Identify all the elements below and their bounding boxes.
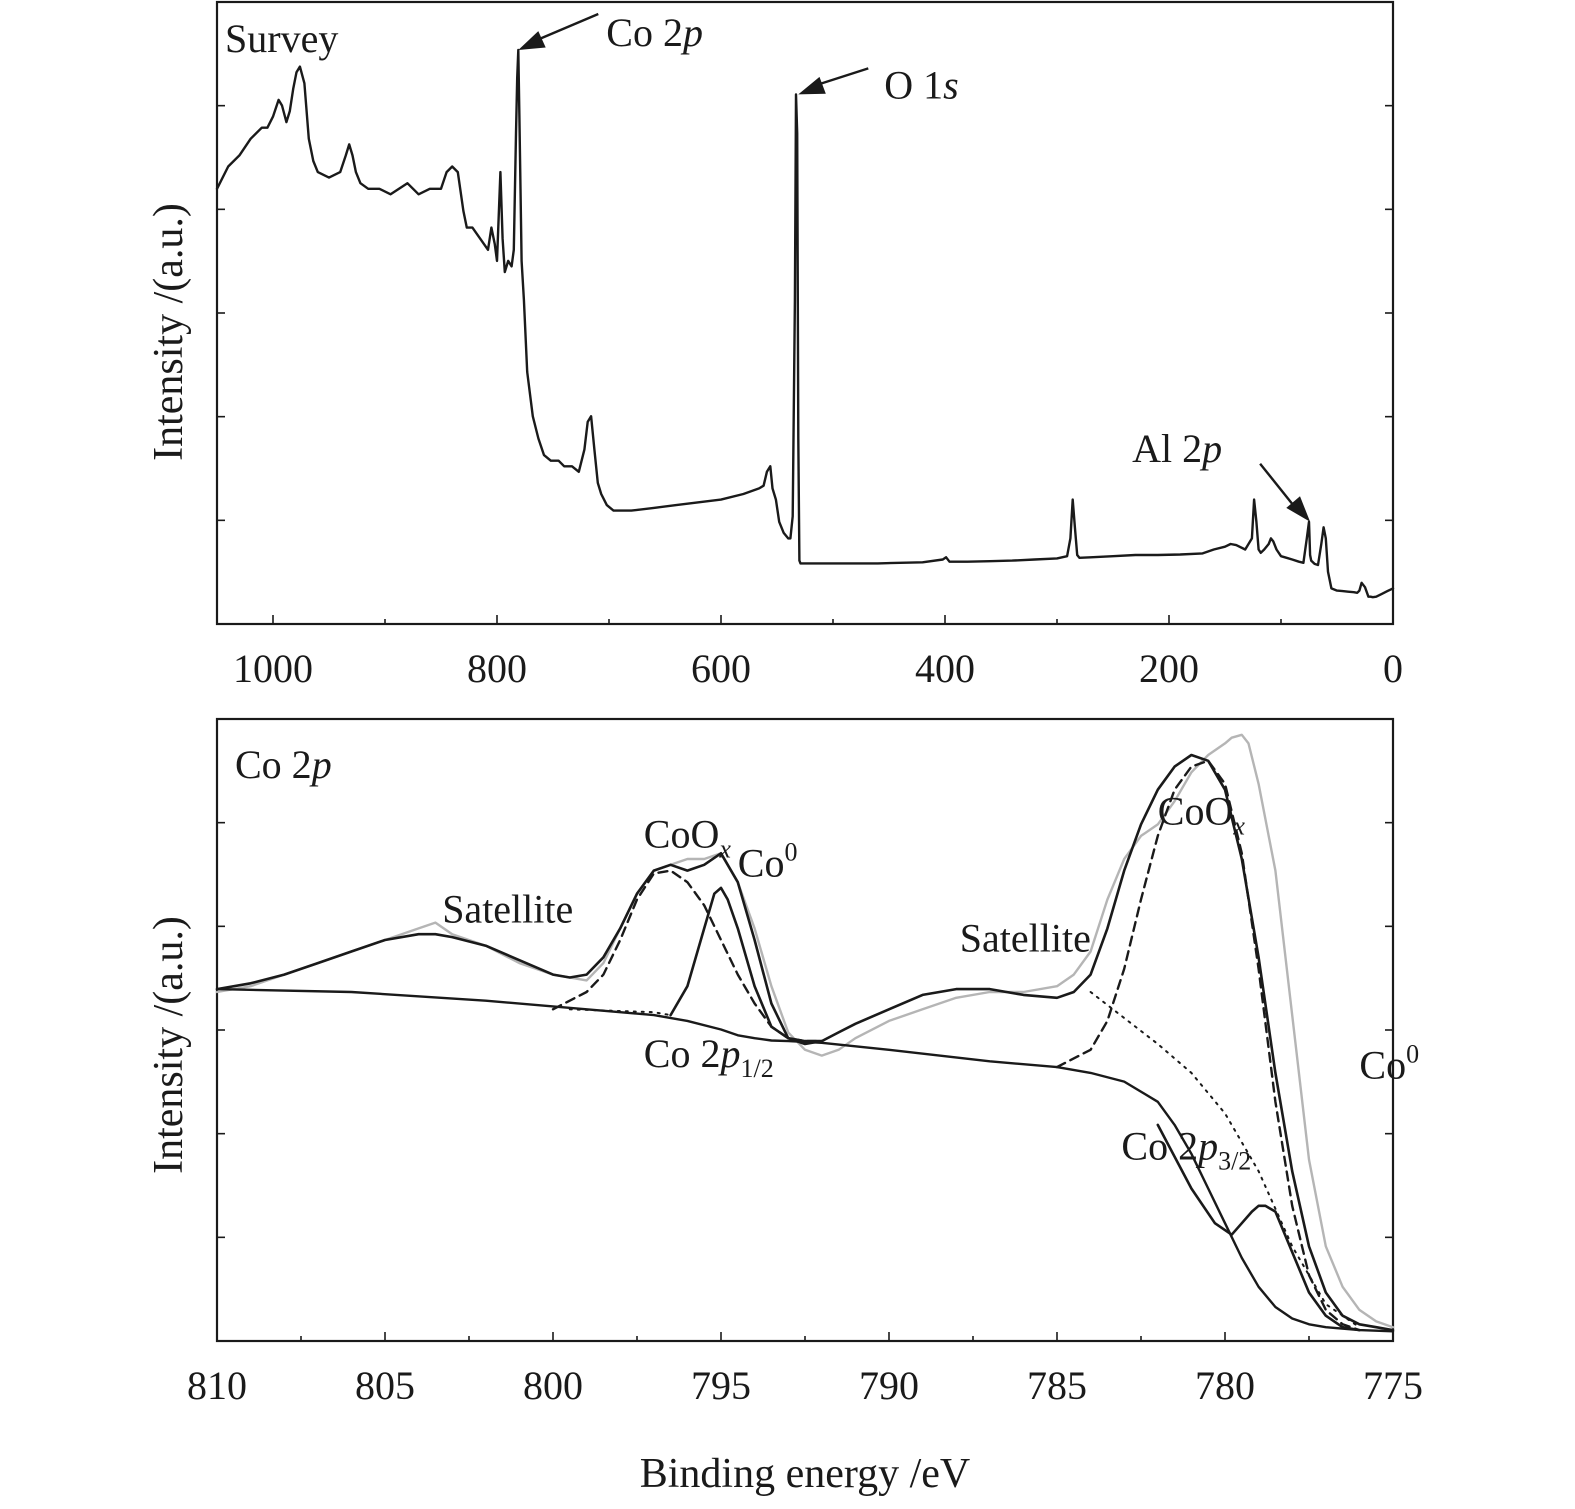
co2p-x-tick-label: 805 (355, 1363, 415, 1408)
survey-x-tick-label: 1000 (233, 646, 313, 691)
survey-series-line-data-0 (215, 48, 1395, 599)
survey-x-tick-label: 400 (915, 646, 975, 691)
x-axis-label: Binding energy /eV (640, 1451, 971, 1497)
co2p-x-tick-label: 790 (859, 1363, 919, 1408)
survey-panel-label: Survey (225, 16, 338, 61)
peak-arrow-head (518, 31, 546, 50)
survey-x-tick-label: 0 (1383, 646, 1403, 691)
component-label: Co 2p3/2 (1121, 1124, 1251, 1176)
survey-x-tick-label: 800 (467, 646, 527, 691)
peak-arrow-line (531, 12, 599, 44)
co2p-x-tick-label: 810 (187, 1363, 247, 1408)
co2p-x-tick-label: 775 (1363, 1363, 1423, 1408)
co2p-x-tick-label: 800 (523, 1363, 583, 1408)
component-label: Co 2p1/2 (644, 1031, 774, 1083)
co2p-series-line-background-6 (215, 987, 1395, 1333)
co2p-x-tick-label: 780 (1195, 1363, 1255, 1408)
component-label: Co0 (738, 837, 798, 885)
co2p-series-line-component-Co0-5 (1156, 1123, 1361, 1332)
survey-x-tick-label: 200 (1139, 646, 1199, 691)
co2p-series-line-component-CoOx-4 (1055, 759, 1361, 1332)
co2p-x-tick-label: 795 (691, 1363, 751, 1408)
co2p-series-line-dotted-guide-8 (1089, 991, 1361, 1329)
survey-x-ticks: 1000 800 600 400 200 0 (217, 104, 1403, 691)
survey-annotations: Co 2p O 1s Al 2p (518, 10, 1311, 522)
co2p-series-group (215, 733, 1395, 1333)
survey-plot-frame (215, 0, 1395, 626)
co2p-panel-label: Co 2p (235, 742, 332, 787)
peak-label: Al 2p (1132, 426, 1222, 471)
peak-arrow-head (1286, 496, 1311, 522)
survey-series-group (215, 48, 1395, 599)
component-label: CoOx (1158, 788, 1246, 840)
component-label: CoOx (644, 811, 732, 863)
component-label: Satellite (442, 887, 573, 932)
survey-x-tick-label: 600 (691, 646, 751, 691)
co2p-series-line-component-Co0-3 (669, 886, 824, 1043)
co2p-x-tick-label: 785 (1027, 1363, 1087, 1408)
survey-y-axis-label: Intensity /(a.u.) (146, 203, 192, 461)
co2p-series-line-dotted-guide-7 (568, 1008, 672, 1017)
peak-label: Co 2p (606, 10, 703, 55)
co2p-series-line-envelope-1 (215, 753, 1395, 1332)
co2p-x-ticks: 810 805 800 795 790 785 780 775 (187, 821, 1423, 1408)
co2p-y-axis-label: Intensity /(a.u.) (146, 916, 192, 1174)
component-label: Satellite (960, 916, 1091, 961)
peak-arrow-head (798, 76, 826, 95)
peak-label: O 1s (884, 62, 958, 107)
component-label: Co0 (1359, 1040, 1419, 1088)
